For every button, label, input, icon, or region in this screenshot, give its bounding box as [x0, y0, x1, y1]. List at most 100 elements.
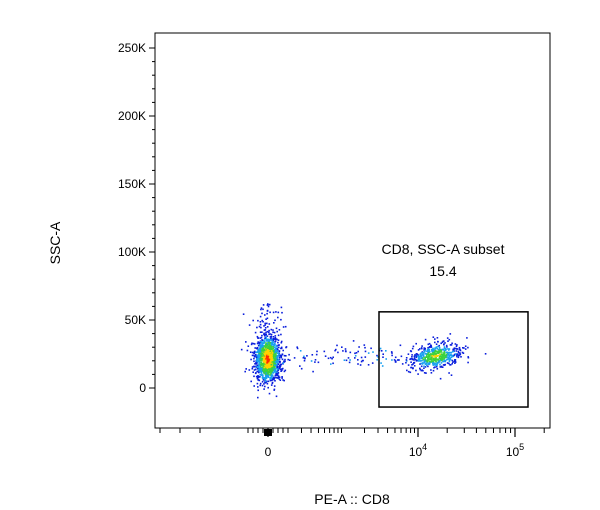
data-point	[448, 348, 451, 350]
data-point	[265, 364, 268, 367]
data-point	[457, 350, 460, 353]
data-point	[370, 347, 372, 350]
data-point	[379, 347, 382, 350]
data-point	[446, 351, 449, 354]
data-point	[265, 348, 267, 350]
data-point	[277, 341, 279, 344]
data-point	[431, 350, 433, 353]
data-point	[265, 352, 268, 355]
y-tick-label: 100K	[118, 245, 146, 259]
data-point	[266, 360, 269, 363]
data-point	[311, 354, 314, 356]
data-point	[259, 315, 262, 318]
data-point	[444, 349, 447, 352]
data-point	[275, 345, 277, 347]
data-point	[266, 330, 269, 333]
data-point	[441, 359, 443, 361]
data-point	[367, 352, 370, 354]
data-point	[435, 359, 438, 361]
data-point	[354, 357, 356, 359]
data-point	[372, 351, 374, 353]
data-point	[284, 358, 286, 361]
data-point	[337, 351, 339, 354]
data-point	[434, 364, 437, 366]
data-point	[417, 349, 420, 351]
data-point	[442, 340, 444, 343]
gate-group[interactable]: CD8, SSC-A subset 15.4	[378, 241, 529, 408]
data-point	[445, 351, 448, 354]
data-point	[448, 355, 451, 358]
data-point	[273, 370, 276, 373]
data-point	[430, 344, 432, 347]
data-point	[427, 362, 429, 364]
data-point	[436, 362, 439, 364]
data-point	[434, 356, 436, 358]
data-point	[264, 351, 267, 354]
data-point	[264, 363, 267, 365]
data-point	[296, 346, 298, 348]
data-point	[427, 363, 429, 366]
data-point	[447, 353, 450, 356]
data-point	[439, 377, 442, 380]
data-point	[274, 353, 277, 355]
data-point	[272, 329, 274, 331]
data-point	[269, 362, 272, 365]
data-point	[262, 308, 264, 311]
data-point	[431, 360, 434, 363]
data-point	[432, 353, 434, 355]
data-point	[399, 344, 402, 347]
data-point	[426, 356, 428, 358]
data-point	[261, 353, 263, 356]
gate-rectangle[interactable]	[378, 311, 529, 408]
data-point	[382, 356, 384, 358]
data-point	[266, 382, 269, 385]
data-point	[262, 364, 264, 366]
y-tick-label: 200K	[118, 109, 146, 123]
data-point	[261, 381, 264, 383]
data-point	[253, 357, 255, 360]
data-point	[454, 343, 457, 345]
data-point	[257, 370, 260, 372]
data-point	[439, 363, 441, 366]
data-point	[270, 346, 272, 348]
data-point	[275, 359, 278, 362]
data-point	[259, 365, 262, 367]
data-point	[417, 360, 420, 362]
data-point	[272, 343, 274, 345]
data-point	[261, 357, 264, 360]
data-point	[456, 344, 458, 346]
data-point	[278, 365, 281, 367]
data-point	[405, 359, 408, 361]
data-point	[454, 362, 456, 364]
data-point	[423, 349, 425, 351]
data-point	[421, 351, 424, 353]
data-point	[279, 361, 281, 364]
data-point	[376, 359, 378, 361]
data-point	[434, 362, 437, 365]
data-point	[268, 370, 270, 373]
data-point	[418, 355, 420, 357]
data-point	[276, 374, 279, 377]
data-point	[266, 340, 268, 342]
data-point	[419, 363, 421, 365]
data-point	[248, 324, 251, 326]
data-point	[253, 385, 255, 387]
data-point	[448, 354, 451, 357]
data-point	[272, 347, 275, 350]
data-point	[433, 363, 435, 366]
data-point	[256, 377, 259, 380]
data-point	[376, 354, 378, 357]
data-point	[275, 395, 278, 398]
data-point	[274, 380, 276, 382]
data-point	[263, 388, 265, 390]
data-point	[419, 360, 421, 362]
data-point	[274, 359, 276, 362]
data-point	[342, 350, 344, 352]
data-point	[390, 351, 393, 353]
data-point	[259, 355, 261, 358]
data-point	[274, 374, 277, 377]
data-point	[443, 357, 445, 360]
data-point	[270, 335, 272, 338]
data-point	[302, 357, 305, 359]
data-point	[289, 359, 291, 361]
